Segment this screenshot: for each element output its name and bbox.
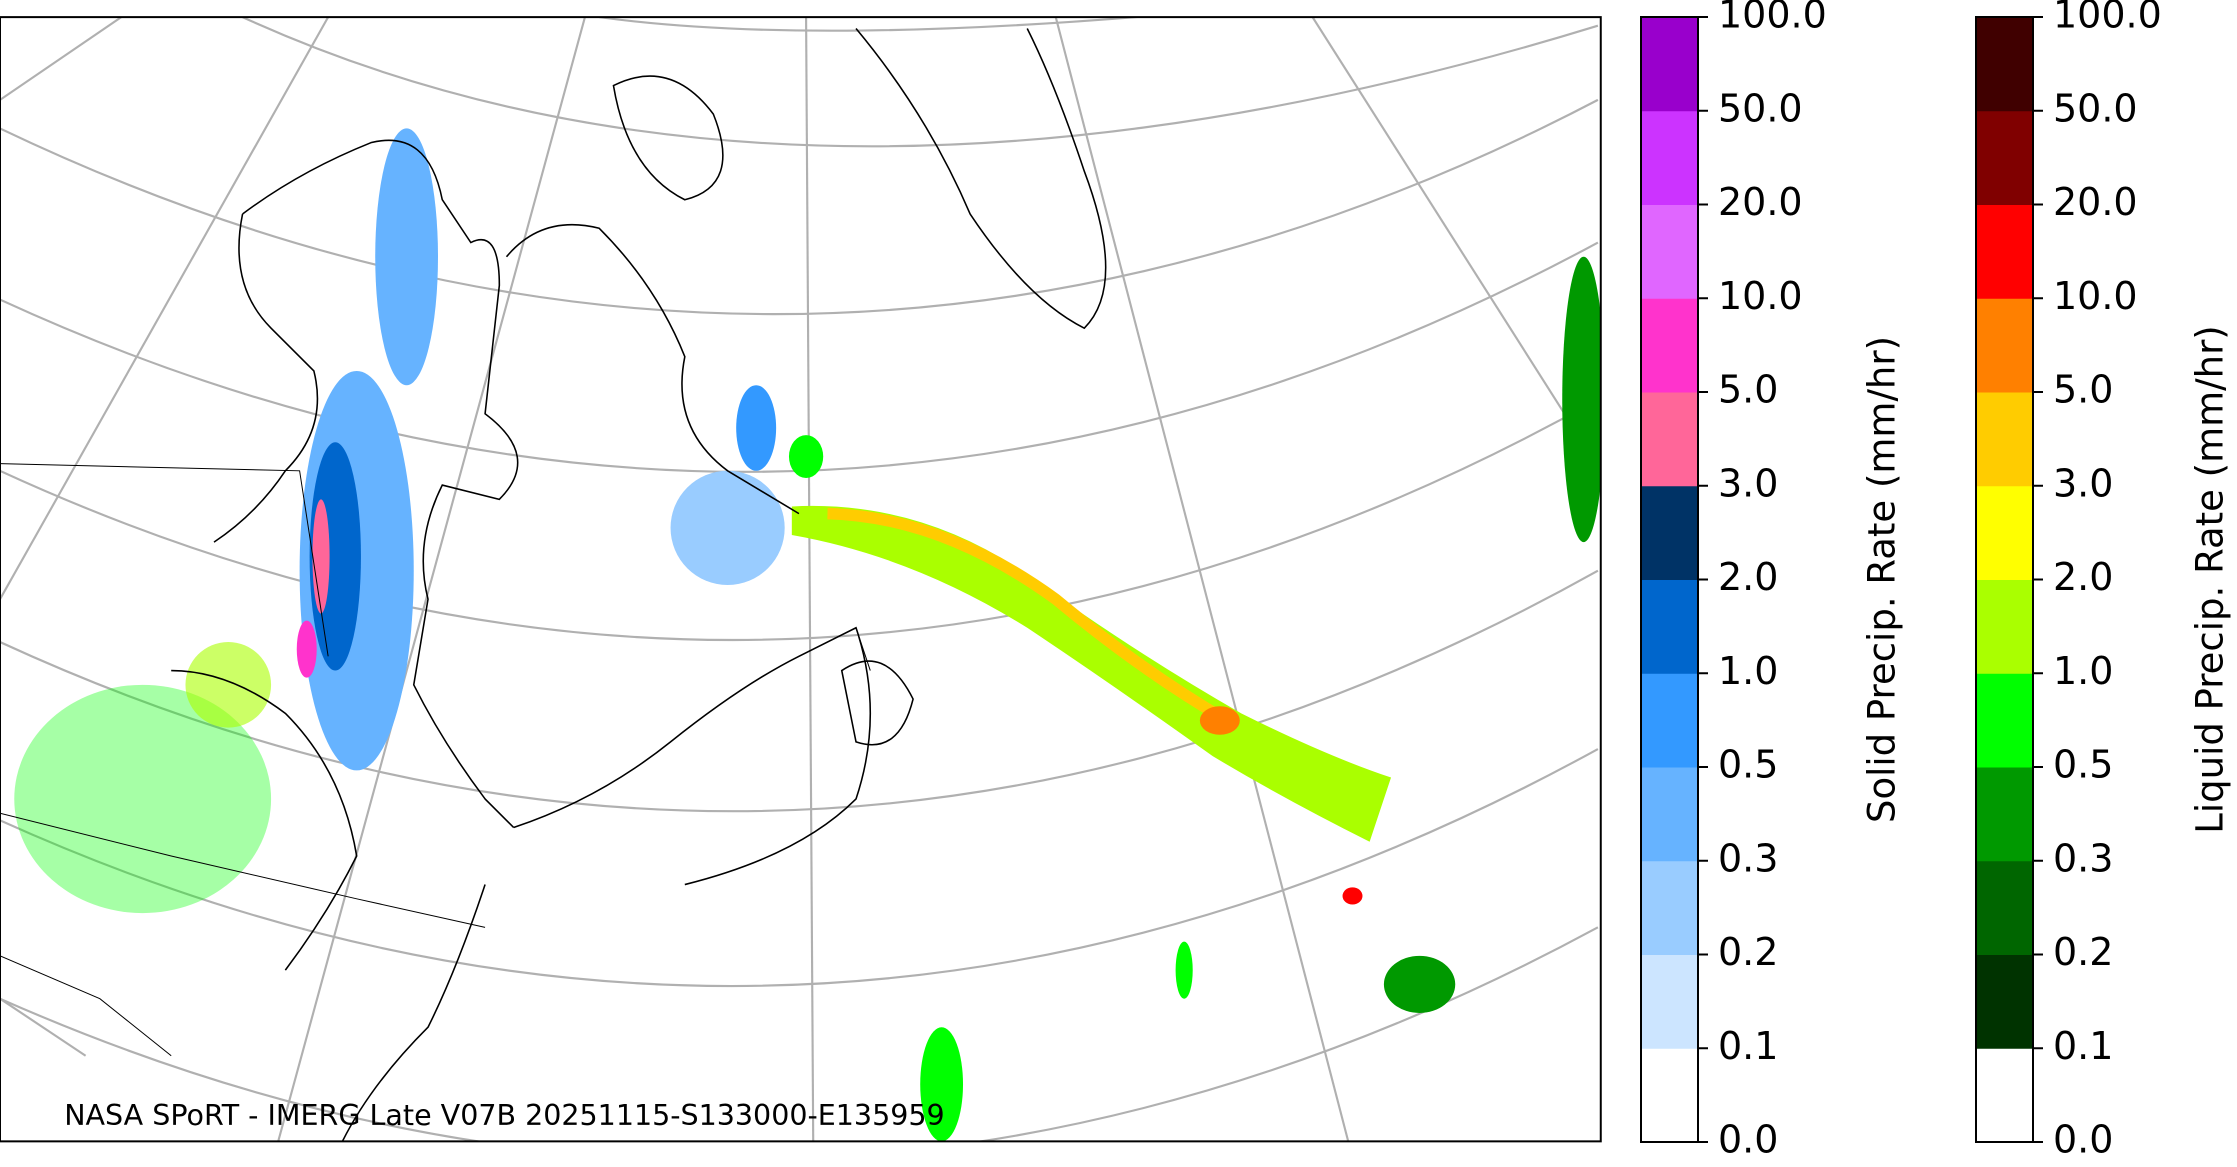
colorbar-tick-label: 100.0: [2053, 0, 2162, 37]
colorbar-segment: [1641, 860, 1698, 955]
colorbar-tick-label: 50.0: [1718, 86, 1803, 130]
colorbar-segment: [1976, 298, 2033, 393]
colorbar-tick-label: 50.0: [2053, 86, 2138, 130]
colorbar-tick-label: 2.0: [2053, 555, 2113, 599]
colorbar-segment: [1976, 110, 2033, 205]
colorbar-segment: [1641, 392, 1698, 487]
colorbar-segment: [1976, 579, 2033, 674]
colorbar: 0.0 0.1 0.2 0.3 0.5 1.0 2.0 3.0 5.0 10.0 20.0 50.0 1…: [1640, 0, 1904, 1162]
graticule: [0, 17, 1601, 1142]
colorbar-tick-label: 0.0: [1718, 1118, 1778, 1162]
coastlines: [0, 28, 1107, 1142]
colorbar-tick-label: 0.1: [1718, 1024, 1778, 1068]
map-content: NASA SPoRT - IMERG Late V07B 20251115-S1…: [0, 17, 1601, 1142]
colorbar-segment: [1641, 767, 1698, 862]
colorbar-tick-label: 10.0: [2053, 274, 2138, 318]
colorbar-segment: [1641, 485, 1698, 580]
colorbar-segment: [1641, 298, 1698, 393]
colorbar-segment: [1641, 673, 1698, 768]
map: NASA SPoRT - IMERG Late V07B 20251115-S1…: [0, 16, 1602, 1143]
colorbar-tick-label: 20.0: [2053, 180, 2138, 224]
colorbar-segment: [1976, 954, 2033, 1049]
colorbar-segment: [1976, 767, 2033, 862]
colorbar-segment: [1641, 204, 1698, 299]
colorbar-label: Liquid Precip. Rate (mm/hr): [2189, 325, 2232, 834]
colorbar-segment: [1976, 673, 2033, 768]
colorbar-tick-label: 1.0: [1718, 649, 1778, 693]
colorbar-segment: [1976, 860, 2033, 955]
colorbar-segment: [1976, 485, 2033, 580]
colorbar-segment: [1641, 110, 1698, 205]
colorbar-tick-label: 0.2: [1718, 930, 1778, 974]
colorbar-tick-label: 1.0: [2053, 649, 2113, 693]
colorbar: 0.0 0.1 0.2 0.3 0.5 1.0 2.0 3.0 5.0 10.0 20.0 50.0 1…: [1975, 0, 2232, 1162]
colorbar-segment: [1641, 579, 1698, 674]
colorbar-segment: [1641, 1048, 1698, 1143]
colorbar-tick-label: 3.0: [2053, 461, 2113, 505]
colorbar-segment: [1976, 392, 2033, 487]
colorbar-tick-label: 5.0: [2053, 368, 2113, 412]
colorbar-segment: [1976, 17, 2033, 112]
colorbar-segment: [1976, 1048, 2033, 1143]
colorbar-segment: [1641, 17, 1698, 112]
colorbar-segment: [1641, 954, 1698, 1049]
colorbar-tick-label: 0.3: [1718, 836, 1778, 880]
credit: NASA SPoRT - IMERG Late V07B 20251115-S1…: [64, 1099, 944, 1132]
colorbar-tick-label: 0.3: [2053, 836, 2113, 880]
colorbar-tick-label: 0.0: [2053, 1118, 2113, 1162]
precipitation: [14, 128, 1601, 1142]
colorbar-tick-label: 5.0: [1718, 368, 1778, 412]
colorbar-tick-label: 0.5: [2053, 743, 2113, 787]
colorbar-tick-label: 20.0: [1718, 180, 1803, 224]
colorbars: 0.0 0.1 0.2 0.3 0.5 1.0 2.0 3.0 5.0 10.0 20.0 50.0 1…: [1640, 0, 2232, 1162]
map-frame: [0, 16, 1602, 1143]
colorbar-tick-label: 0.2: [2053, 930, 2113, 974]
colorbar-tick-label: 3.0: [1718, 461, 1778, 505]
colorbar-tick-label: 0.5: [1718, 743, 1778, 787]
colorbar-label: Solid Precip. Rate (mm/hr): [1861, 336, 1904, 823]
colorbar-segment: [1976, 204, 2033, 299]
colorbar-tick-label: 100.0: [1718, 0, 1827, 37]
colorbar-tick-label: 0.1: [2053, 1024, 2113, 1068]
colorbar-tick-label: 10.0: [1718, 274, 1803, 318]
colorbar-tick-label: 2.0: [1718, 555, 1778, 599]
